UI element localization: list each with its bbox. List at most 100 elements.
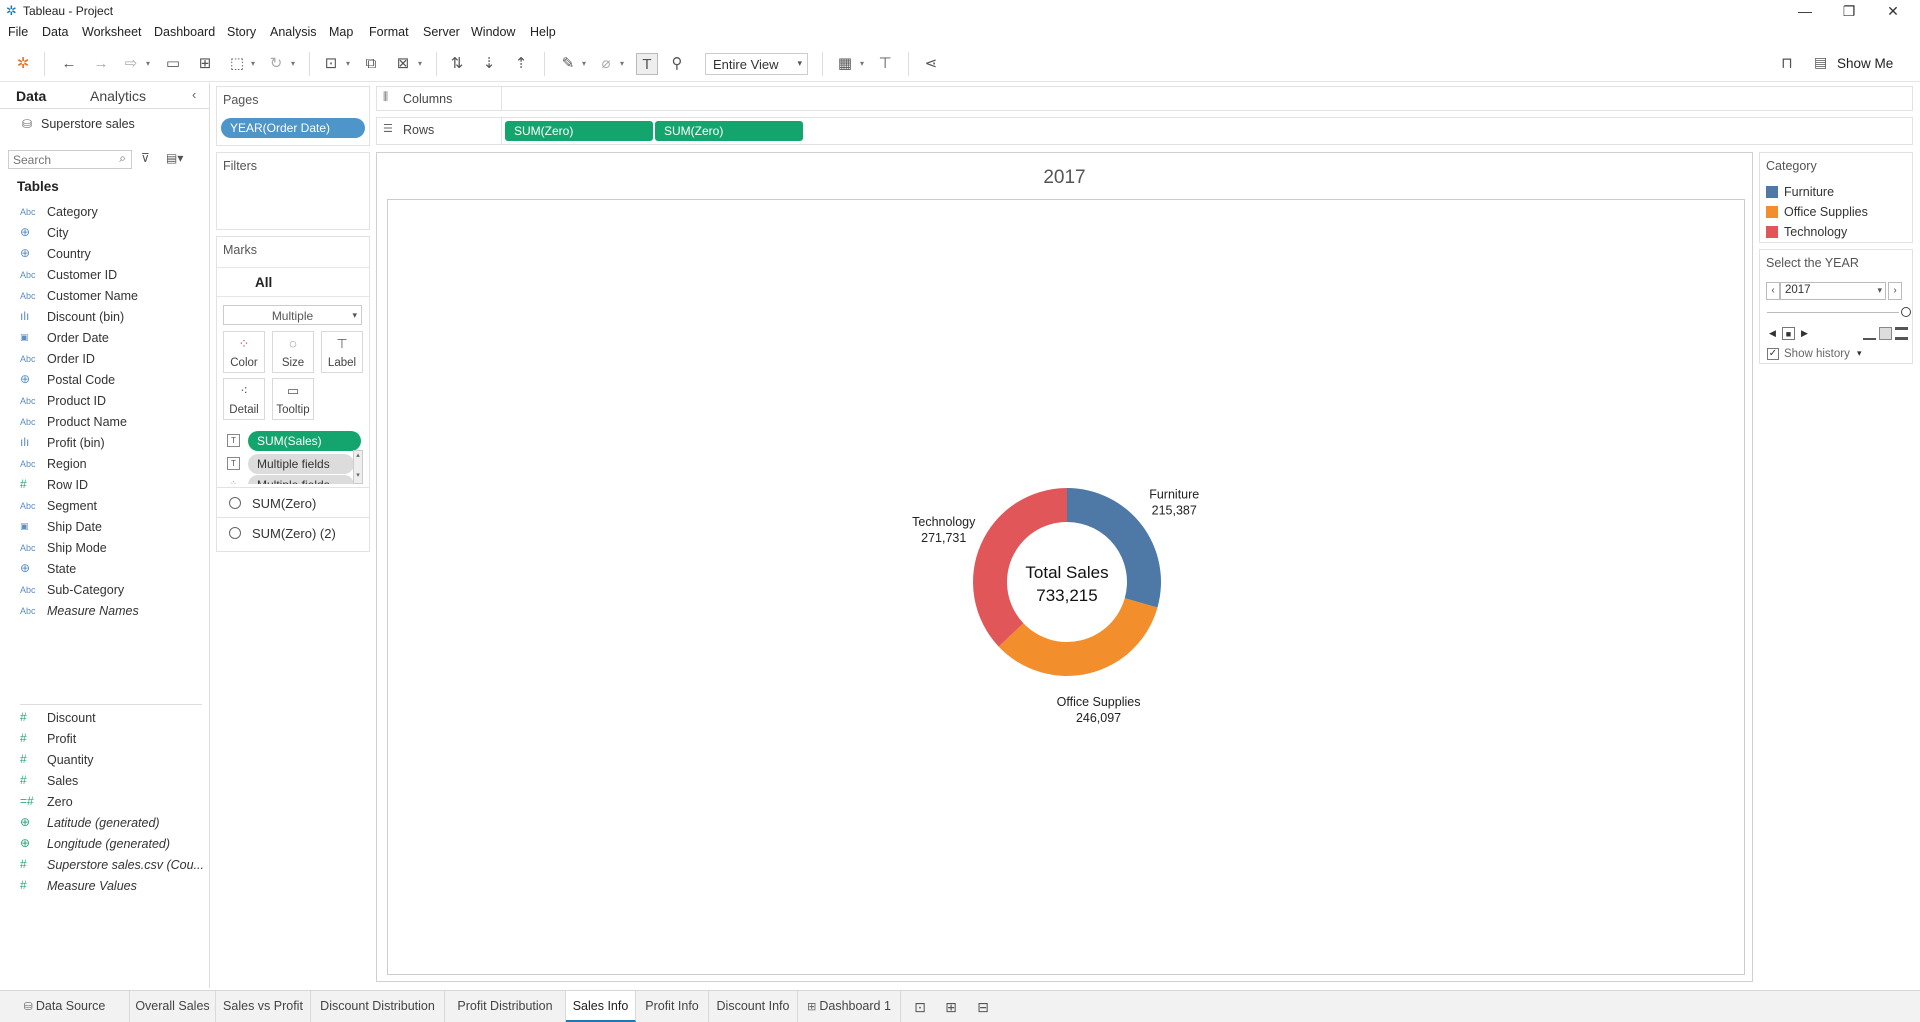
legend-item-technology[interactable]: Technology — [1766, 224, 1906, 240]
dimension-field-profit-bin[interactable]: ılı Profit (bin) — [20, 435, 208, 452]
dimension-field-product-id[interactable]: Abc Product ID — [20, 393, 208, 410]
measure-field-latitude-generated[interactable]: ⊕ Latitude (generated) — [20, 815, 208, 832]
format-painter-icon[interactable]: ⊓ — [1781, 55, 1793, 72]
measure-field-discount[interactable]: # Discount — [20, 710, 208, 727]
label-button[interactable]: ⊤ Label — [321, 331, 363, 373]
swap-rows-columns-icon[interactable]: ⇅ — [450, 55, 464, 72]
dimension-field-segment[interactable]: Abc Segment — [20, 498, 208, 515]
tab-analytics[interactable]: Analytics — [90, 88, 147, 104]
marks-tab-sum-zero-2[interactable]: SUM(Zero) (2) — [217, 517, 369, 547]
dimension-field-ship-mode[interactable]: Abc Ship Mode — [20, 540, 208, 557]
dimension-field-city[interactable]: ⊕ City — [20, 225, 208, 242]
chevron-down-icon[interactable]: ▾ — [582, 59, 587, 68]
tab-dashboard-1[interactable]: ⊞ Dashboard 1 — [798, 991, 901, 1022]
menu-help[interactable]: Help — [530, 25, 556, 39]
menu-worksheet[interactable]: Worksheet — [82, 25, 142, 39]
sum-sales-pill[interactable]: SUM(Sales) — [248, 431, 361, 451]
menu-data[interactable]: Data — [42, 25, 69, 39]
speed-medium-icon[interactable] — [1879, 327, 1892, 340]
chevron-down-icon[interactable]: ▾ — [620, 59, 625, 68]
highlight-icon[interactable]: ✎ — [561, 55, 575, 72]
tab-profit-info[interactable]: Profit Info — [636, 991, 709, 1022]
dimension-field-discount-bin[interactable]: ılı Discount (bin) — [20, 309, 208, 326]
stop-icon[interactable]: ■ — [1782, 327, 1795, 340]
tab-sales-vs-profit[interactable]: Sales vs Profit — [216, 991, 311, 1022]
marks-field-row[interactable]: T Multiple fields — [223, 454, 363, 474]
tooltip-button[interactable]: ▭ Tooltip — [272, 378, 314, 420]
dimension-field-ship-date[interactable]: ▣ Ship Date — [20, 519, 208, 536]
menu-window[interactable]: Window — [471, 25, 516, 39]
new-datasource-icon[interactable]: ⊞ — [198, 55, 212, 72]
mark-type-dropdown[interactable]: Multiple ▾ — [223, 305, 362, 325]
menu-format[interactable]: Format — [369, 25, 409, 39]
chevron-down-icon[interactable]: ▾ — [346, 59, 351, 68]
tab-sales-info[interactable]: Sales Info — [566, 991, 636, 1022]
dimension-field-row-id[interactable]: # Row ID — [20, 477, 208, 494]
color-button[interactable]: ⁘ Color — [223, 331, 265, 373]
tab-discount-info[interactable]: Discount Info — [709, 991, 798, 1022]
menu-server[interactable]: Server — [423, 25, 460, 39]
multiple-fields-pill[interactable]: Multiple fields — [248, 454, 354, 474]
tableau-home-icon[interactable]: ✲ — [16, 55, 30, 72]
previous-page-button[interactable]: ‹ — [1766, 282, 1780, 300]
measure-field-quantity[interactable]: # Quantity — [20, 752, 208, 769]
play-forward-icon[interactable]: ▶ — [1801, 328, 1808, 338]
minimize-button[interactable]: — — [1798, 3, 1812, 19]
chevron-down-icon[interactable]: ▾ — [1857, 348, 1862, 358]
new-dashboard-icon[interactable]: ⊞ — [945, 999, 957, 1015]
redo-icon[interactable]: → — [93, 55, 109, 72]
dimension-field-customer-id[interactable]: Abc Customer ID — [20, 267, 208, 284]
chevron-down-icon[interactable]: ▾ — [146, 59, 151, 68]
dimension-field-state[interactable]: ⊕ State — [20, 561, 208, 578]
show-me-button[interactable]: ▤ Show Me — [1814, 53, 1914, 75]
marks-field-row[interactable]: T SUM(Sales) — [223, 431, 363, 451]
tab-profit-distribution[interactable]: Profit Distribution — [445, 991, 566, 1022]
dimension-field-country[interactable]: ⊕ Country — [20, 246, 208, 263]
rows-shelf[interactable]: ☰ Rows SUM(Zero) SUM(Zero) — [376, 117, 1913, 145]
filters-shelf[interactable]: Filters — [216, 152, 370, 230]
chevron-down-icon[interactable]: ▾ — [251, 59, 256, 68]
page-select[interactable]: 2017 ▾ — [1780, 282, 1886, 300]
share-icon[interactable]: ⋖ — [924, 55, 938, 72]
tab-data[interactable]: Data — [16, 88, 47, 104]
tab-overall-sales[interactable]: Overall Sales — [130, 991, 216, 1022]
legend-item-office-supplies[interactable]: Office Supplies — [1766, 204, 1906, 220]
menu-story[interactable]: Story — [227, 25, 257, 39]
fit-dropdown[interactable]: Entire View ▾ — [705, 53, 808, 75]
refresh-icon[interactable]: ↻ — [269, 55, 283, 72]
presentation-mode-icon[interactable]: ⊤ — [878, 55, 892, 72]
size-button[interactable]: ◌ Size — [272, 331, 314, 373]
menu-map[interactable]: Map — [329, 25, 354, 39]
view-options-icon[interactable]: ▤▾ — [166, 151, 184, 165]
marks-field-row[interactable]: ⁘ Multiple fields — [223, 475, 363, 484]
restore-button[interactable]: ❐ — [1842, 3, 1856, 19]
donut-slice-technology[interactable] — [973, 487, 1067, 647]
show-mark-labels-icon[interactable]: T — [636, 53, 658, 75]
detail-button[interactable]: ⁖ Detail — [223, 378, 265, 420]
dimension-field-customer-name[interactable]: Abc Customer Name — [20, 288, 208, 305]
tab-discount-distribution[interactable]: Discount Distribution — [311, 991, 445, 1022]
rows-pill-sum-zero-2[interactable]: SUM(Zero) — [655, 121, 803, 141]
donut-slice-furniture[interactable] — [1067, 488, 1161, 608]
page-slider-thumb[interactable] — [1901, 307, 1911, 317]
dimension-field-postal-code[interactable]: ⊕ Postal Code — [20, 372, 208, 389]
save-icon[interactable]: ▭ — [165, 55, 181, 72]
new-worksheet-icon[interactable]: ⊡ — [914, 999, 926, 1015]
tab-data-source[interactable]: ⛁ Data Source — [0, 991, 130, 1022]
new-story-icon[interactable]: ⊟ — [977, 999, 989, 1015]
marks-scrollbar[interactable]: ▴ ▾ — [353, 450, 363, 484]
menu-file[interactable]: File — [8, 25, 29, 39]
marks-tab-sum-zero[interactable]: SUM(Zero) — [217, 487, 369, 517]
speed-fast-icon[interactable] — [1895, 327, 1908, 340]
pages-pill[interactable]: YEAR(Order Date) — [221, 118, 365, 138]
search-field[interactable]: ⌕ — [8, 150, 132, 169]
dimension-field-category[interactable]: Abc Category — [20, 204, 208, 221]
speed-slow-icon[interactable] — [1863, 327, 1876, 340]
pause-updates-icon[interactable]: ⬚ — [229, 55, 245, 72]
fix-axes-icon[interactable]: ⚲ — [671, 55, 683, 72]
dimension-field-product-name[interactable]: Abc Product Name — [20, 414, 208, 431]
multiple-fields-pill[interactable]: Multiple fields — [248, 475, 354, 484]
dimension-field-order-id[interactable]: Abc Order ID — [20, 351, 208, 368]
dimension-field-order-date[interactable]: ▣ Order Date — [20, 330, 208, 347]
measure-field-profit[interactable]: # Profit — [20, 731, 208, 748]
